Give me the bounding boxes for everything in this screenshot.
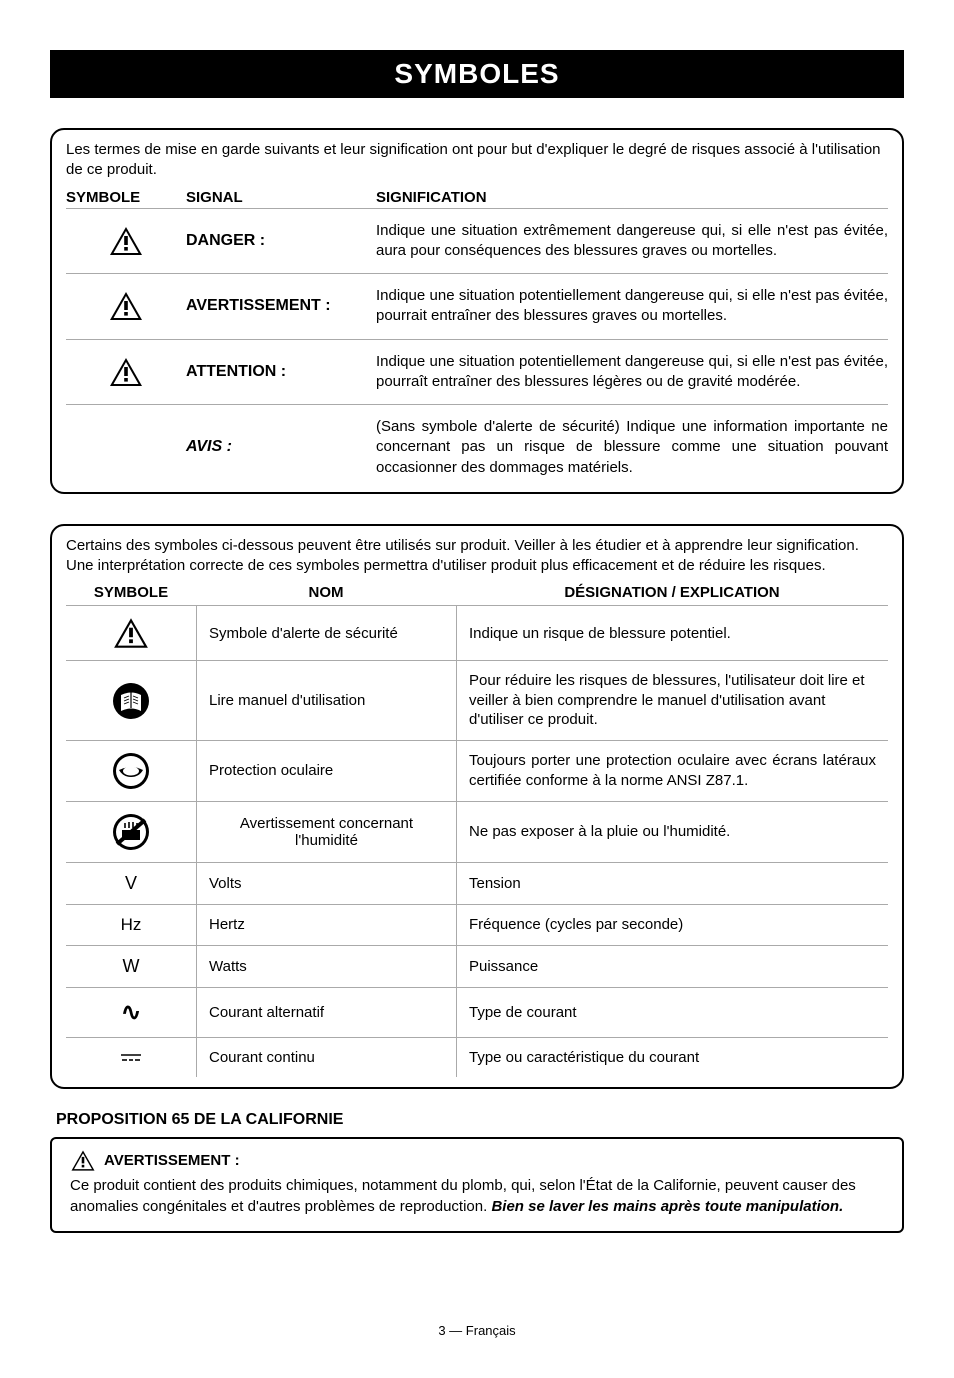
row-attention: ATTENTION : Indique une situation potent… bbox=[66, 339, 888, 405]
row-eye: Protection oculaire Toujours porter une … bbox=[66, 740, 888, 801]
hdr2-symbole: SYMBOLE bbox=[66, 584, 196, 601]
label-avertissement: AVERTISSEMENT : bbox=[186, 297, 376, 315]
volts-symbol: V bbox=[66, 863, 196, 904]
warning-body: Ce produit contient des produits chimiqu… bbox=[70, 1176, 884, 1217]
alert-icon bbox=[66, 290, 186, 322]
des-alert: Indique un risque de blessure potentiel. bbox=[456, 606, 888, 660]
des-dc: Type ou caractéristique du courant bbox=[456, 1038, 888, 1078]
des-watts: Puissance bbox=[456, 946, 888, 987]
des-manual: Pour réduire les risques de blessures, l… bbox=[456, 661, 888, 740]
nom-volts: Volts bbox=[196, 863, 456, 904]
hdr-symbole: SYMBOLE bbox=[66, 189, 186, 206]
symbol-panel: Certains des symboles ci-dessous peuvent… bbox=[50, 524, 904, 1090]
signal-panel: Les termes de mise en garde suivants et … bbox=[50, 128, 904, 494]
row-dc: Courant continu Type ou caractéristique … bbox=[66, 1037, 888, 1078]
nom-manual: Lire manuel d'utilisation bbox=[196, 661, 456, 740]
nom-ac: Courant alternatif bbox=[196, 988, 456, 1037]
manual-icon bbox=[66, 661, 196, 740]
alert-icon bbox=[66, 225, 186, 257]
desc-avertissement: Indique une situation potentiellement da… bbox=[376, 286, 888, 327]
signal-intro: Les termes de mise en garde suivants et … bbox=[66, 140, 888, 181]
label-avis: AVIS : bbox=[186, 438, 376, 456]
nom-watts: Watts bbox=[196, 946, 456, 987]
des-ac: Type de courant bbox=[456, 988, 888, 1037]
des-hertz: Fréquence (cycles par seconde) bbox=[456, 905, 888, 945]
desc-danger: Indique une situation extrêmement danger… bbox=[376, 221, 888, 262]
nom-wet: Avertissement concernant l'humidité bbox=[196, 802, 456, 862]
symbol-header: SYMBOLE NOM DÉSIGNATION / EXPLICATION bbox=[66, 576, 888, 605]
nom-dc: Courant continu bbox=[196, 1038, 456, 1078]
warning-bold: Bien se laver les mains après toute mani… bbox=[491, 1198, 843, 1215]
nom-hertz: Hertz bbox=[196, 905, 456, 945]
des-wet: Ne pas exposer à la pluie ou l'humidité. bbox=[456, 802, 888, 862]
symbol-intro: Certains des symboles ci-dessous peuvent… bbox=[66, 536, 888, 577]
row-watts: W Watts Puissance bbox=[66, 945, 888, 987]
hertz-symbol: Hz bbox=[66, 905, 196, 945]
row-alert: Symbole d'alerte de sécurité Indique un … bbox=[66, 605, 888, 660]
row-avis: AVIS : (Sans symbole d'alerte de sécurit… bbox=[66, 404, 888, 482]
row-volts: V Volts Tension bbox=[66, 862, 888, 904]
ac-symbol: ∿ bbox=[66, 988, 196, 1037]
wet-warning-icon bbox=[66, 802, 196, 862]
alert-icon bbox=[66, 356, 186, 388]
alert-icon bbox=[66, 606, 196, 660]
row-manual: Lire manuel d'utilisation Pour réduire l… bbox=[66, 660, 888, 740]
page-title: SYMBOLES bbox=[50, 50, 904, 98]
des-volts: Tension bbox=[456, 863, 888, 904]
hdr-signal: SIGNAL bbox=[186, 189, 376, 206]
label-danger: DANGER : bbox=[186, 232, 376, 250]
signal-header: SYMBOLE SIGNAL SIGNIFICATION bbox=[66, 181, 888, 208]
desc-avis: (Sans symbole d'alerte de sécurité) Indi… bbox=[376, 417, 888, 478]
prop65-warning: AVERTISSEMENT : Ce produit contient des … bbox=[50, 1137, 904, 1233]
page-footer: 3 — Français bbox=[50, 1323, 904, 1338]
des-eye: Toujours porter une protection oculaire … bbox=[456, 741, 888, 801]
row-avertissement: AVERTISSEMENT : Indique une situation po… bbox=[66, 273, 888, 339]
hdr2-designation: DÉSIGNATION / EXPLICATION bbox=[456, 584, 888, 601]
dc-symbol bbox=[66, 1038, 196, 1078]
nom-eye: Protection oculaire bbox=[196, 741, 456, 801]
nom-alert: Symbole d'alerte de sécurité bbox=[196, 606, 456, 660]
eye-protection-icon bbox=[66, 741, 196, 801]
row-ac: ∿ Courant alternatif Type de courant bbox=[66, 987, 888, 1037]
warning-label: AVERTISSEMENT : bbox=[104, 1152, 240, 1169]
watts-symbol: W bbox=[66, 946, 196, 987]
row-hertz: Hz Hertz Fréquence (cycles par seconde) bbox=[66, 904, 888, 945]
row-danger: DANGER : Indique une situation extrêmeme… bbox=[66, 208, 888, 274]
row-wet: Avertissement concernant l'humidité Ne p… bbox=[66, 801, 888, 862]
hdr2-nom: NOM bbox=[196, 584, 456, 601]
hdr-signification: SIGNIFICATION bbox=[376, 189, 888, 206]
label-attention: ATTENTION : bbox=[186, 363, 376, 381]
desc-attention: Indique une situation potentiellement da… bbox=[376, 352, 888, 393]
alert-icon bbox=[70, 1149, 96, 1172]
warning-header: AVERTISSEMENT : bbox=[70, 1149, 884, 1172]
prop65-title: PROPOSITION 65 DE LA CALIFORNIE bbox=[56, 1111, 904, 1129]
